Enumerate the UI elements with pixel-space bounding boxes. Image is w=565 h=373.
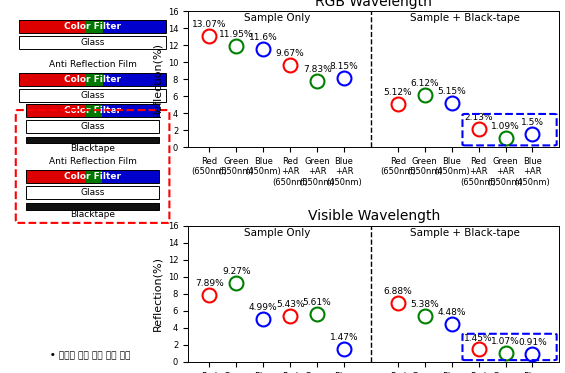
Text: 5.38%: 5.38% [410,300,439,309]
Y-axis label: Reflection(%): Reflection(%) [152,256,162,331]
Text: Color Filter: Color Filter [64,106,121,115]
Text: 1.47%: 1.47% [330,333,358,342]
Text: 9.27%: 9.27% [222,267,251,276]
Bar [26,186,159,200]
Text: 13.07%: 13.07% [192,20,227,29]
Title: Visible Wavelength: Visible Wavelength [307,209,440,223]
Bar [85,73,103,86]
Bar [102,170,159,183]
Text: 1.45%: 1.45% [464,333,493,342]
Bar [86,104,102,117]
Title: RGB Wavelength: RGB Wavelength [315,0,432,9]
Text: 7.83%: 7.83% [303,65,332,73]
Bar [26,203,159,210]
Bar [103,20,166,33]
Text: 4.48%: 4.48% [437,308,466,317]
Text: 0.91%: 0.91% [518,338,547,347]
Text: Sample + Black-tape: Sample + Black-tape [410,228,520,238]
Bar [19,89,166,102]
Text: 11.6%: 11.6% [249,32,277,42]
Text: 9.67%: 9.67% [276,49,305,58]
Text: 8.15%: 8.15% [330,62,358,71]
Text: Glass: Glass [80,38,105,47]
Text: 1.09%: 1.09% [491,122,520,131]
Text: Blacktape: Blacktape [70,144,115,153]
Text: 1.07%: 1.07% [491,337,520,346]
Text: Sample Only: Sample Only [244,228,310,238]
Text: Glass: Glass [80,188,105,197]
Text: 5.15%: 5.15% [437,87,466,96]
Bar [26,104,159,117]
Bar [19,73,166,86]
Text: Anti Reflection Film: Anti Reflection Film [49,60,137,69]
Bar [26,170,86,183]
Text: 5.12%: 5.12% [384,88,412,97]
Bar [26,170,159,183]
Text: 5.61%: 5.61% [303,298,332,307]
Text: 11.95%: 11.95% [219,29,254,39]
Text: 4.99%: 4.99% [249,304,277,313]
Text: 2.13%: 2.13% [464,113,493,122]
Text: Sample Only: Sample Only [244,13,310,23]
Bar [19,36,166,49]
Bar [26,120,159,133]
Text: Anti Reflection Film: Anti Reflection Film [49,157,137,166]
Y-axis label: Reflection(%): Reflection(%) [152,42,162,117]
Bar [19,73,85,86]
Text: 1.5%: 1.5% [521,118,544,128]
Text: Color Filter: Color Filter [64,22,121,31]
Bar [26,104,86,117]
Text: Color Filter: Color Filter [64,75,121,84]
Bar [19,20,85,33]
Text: 7.89%: 7.89% [195,279,224,288]
Bar [85,20,103,33]
Bar [102,104,159,117]
Text: Glass: Glass [80,122,105,131]
Bar [19,20,166,33]
Text: Glass: Glass [80,91,105,100]
Text: Blacktape: Blacktape [70,210,115,219]
Text: 6.88%: 6.88% [384,288,412,297]
Text: 6.12%: 6.12% [411,79,439,88]
Bar [103,73,166,86]
Bar [26,137,159,143]
Text: • 외광에 의한 내부 반사 방지: • 외광에 의한 내부 반사 방지 [50,351,131,360]
Bar [86,170,102,183]
Text: Sample + Black-tape: Sample + Black-tape [410,13,520,23]
Text: 5.43%: 5.43% [276,300,305,309]
Text: Color Filter: Color Filter [64,172,121,181]
